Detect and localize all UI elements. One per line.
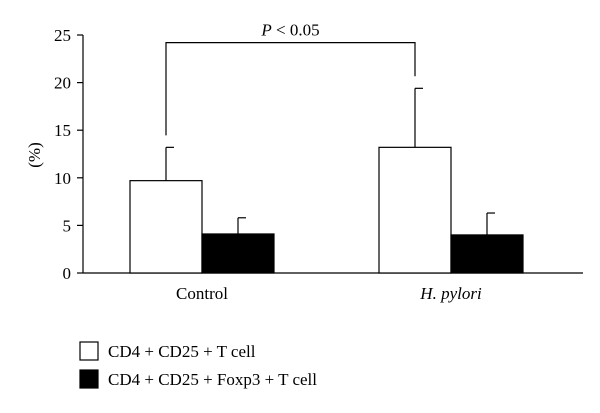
y-tick-label: 10 [54,169,71,188]
x-category-label: Control [176,284,228,303]
p-value-text: < 0.05 [272,21,320,40]
bar [129,180,203,274]
legend-label: CD4 + CD25 + Foxp3 + T cell [108,370,317,389]
legend-swatch [79,341,99,361]
y-tick-label: 5 [63,216,72,235]
chart-bars [129,146,524,274]
x-category-label: H. pylori [419,284,482,303]
bar [450,234,524,274]
bar [201,233,275,274]
y-tick-label: 15 [54,121,71,140]
y-tick-label: 25 [54,26,71,45]
legend-swatch [79,369,99,389]
significance-bracket: P < 0.05 [165,21,416,136]
p-value-label: P < 0.05 [260,21,319,40]
chart-error-bars [165,87,495,235]
bracket-line [165,42,416,136]
y-axis-label: (%) [25,142,44,167]
legend-label: CD4 + CD25 + T cell [108,342,256,361]
y-tick-label: 20 [54,74,71,93]
chart-legend: CD4 + CD25 + T cell CD4 + CD25 + Foxp3 + … [79,341,317,389]
legend-item: CD4 + CD25 + T cell [79,341,256,361]
p-value-symbol: P [260,21,271,40]
legend-item: CD4 + CD25 + Foxp3 + T cell [79,369,317,389]
y-tick-label: 0 [63,264,72,283]
bar [378,146,452,274]
